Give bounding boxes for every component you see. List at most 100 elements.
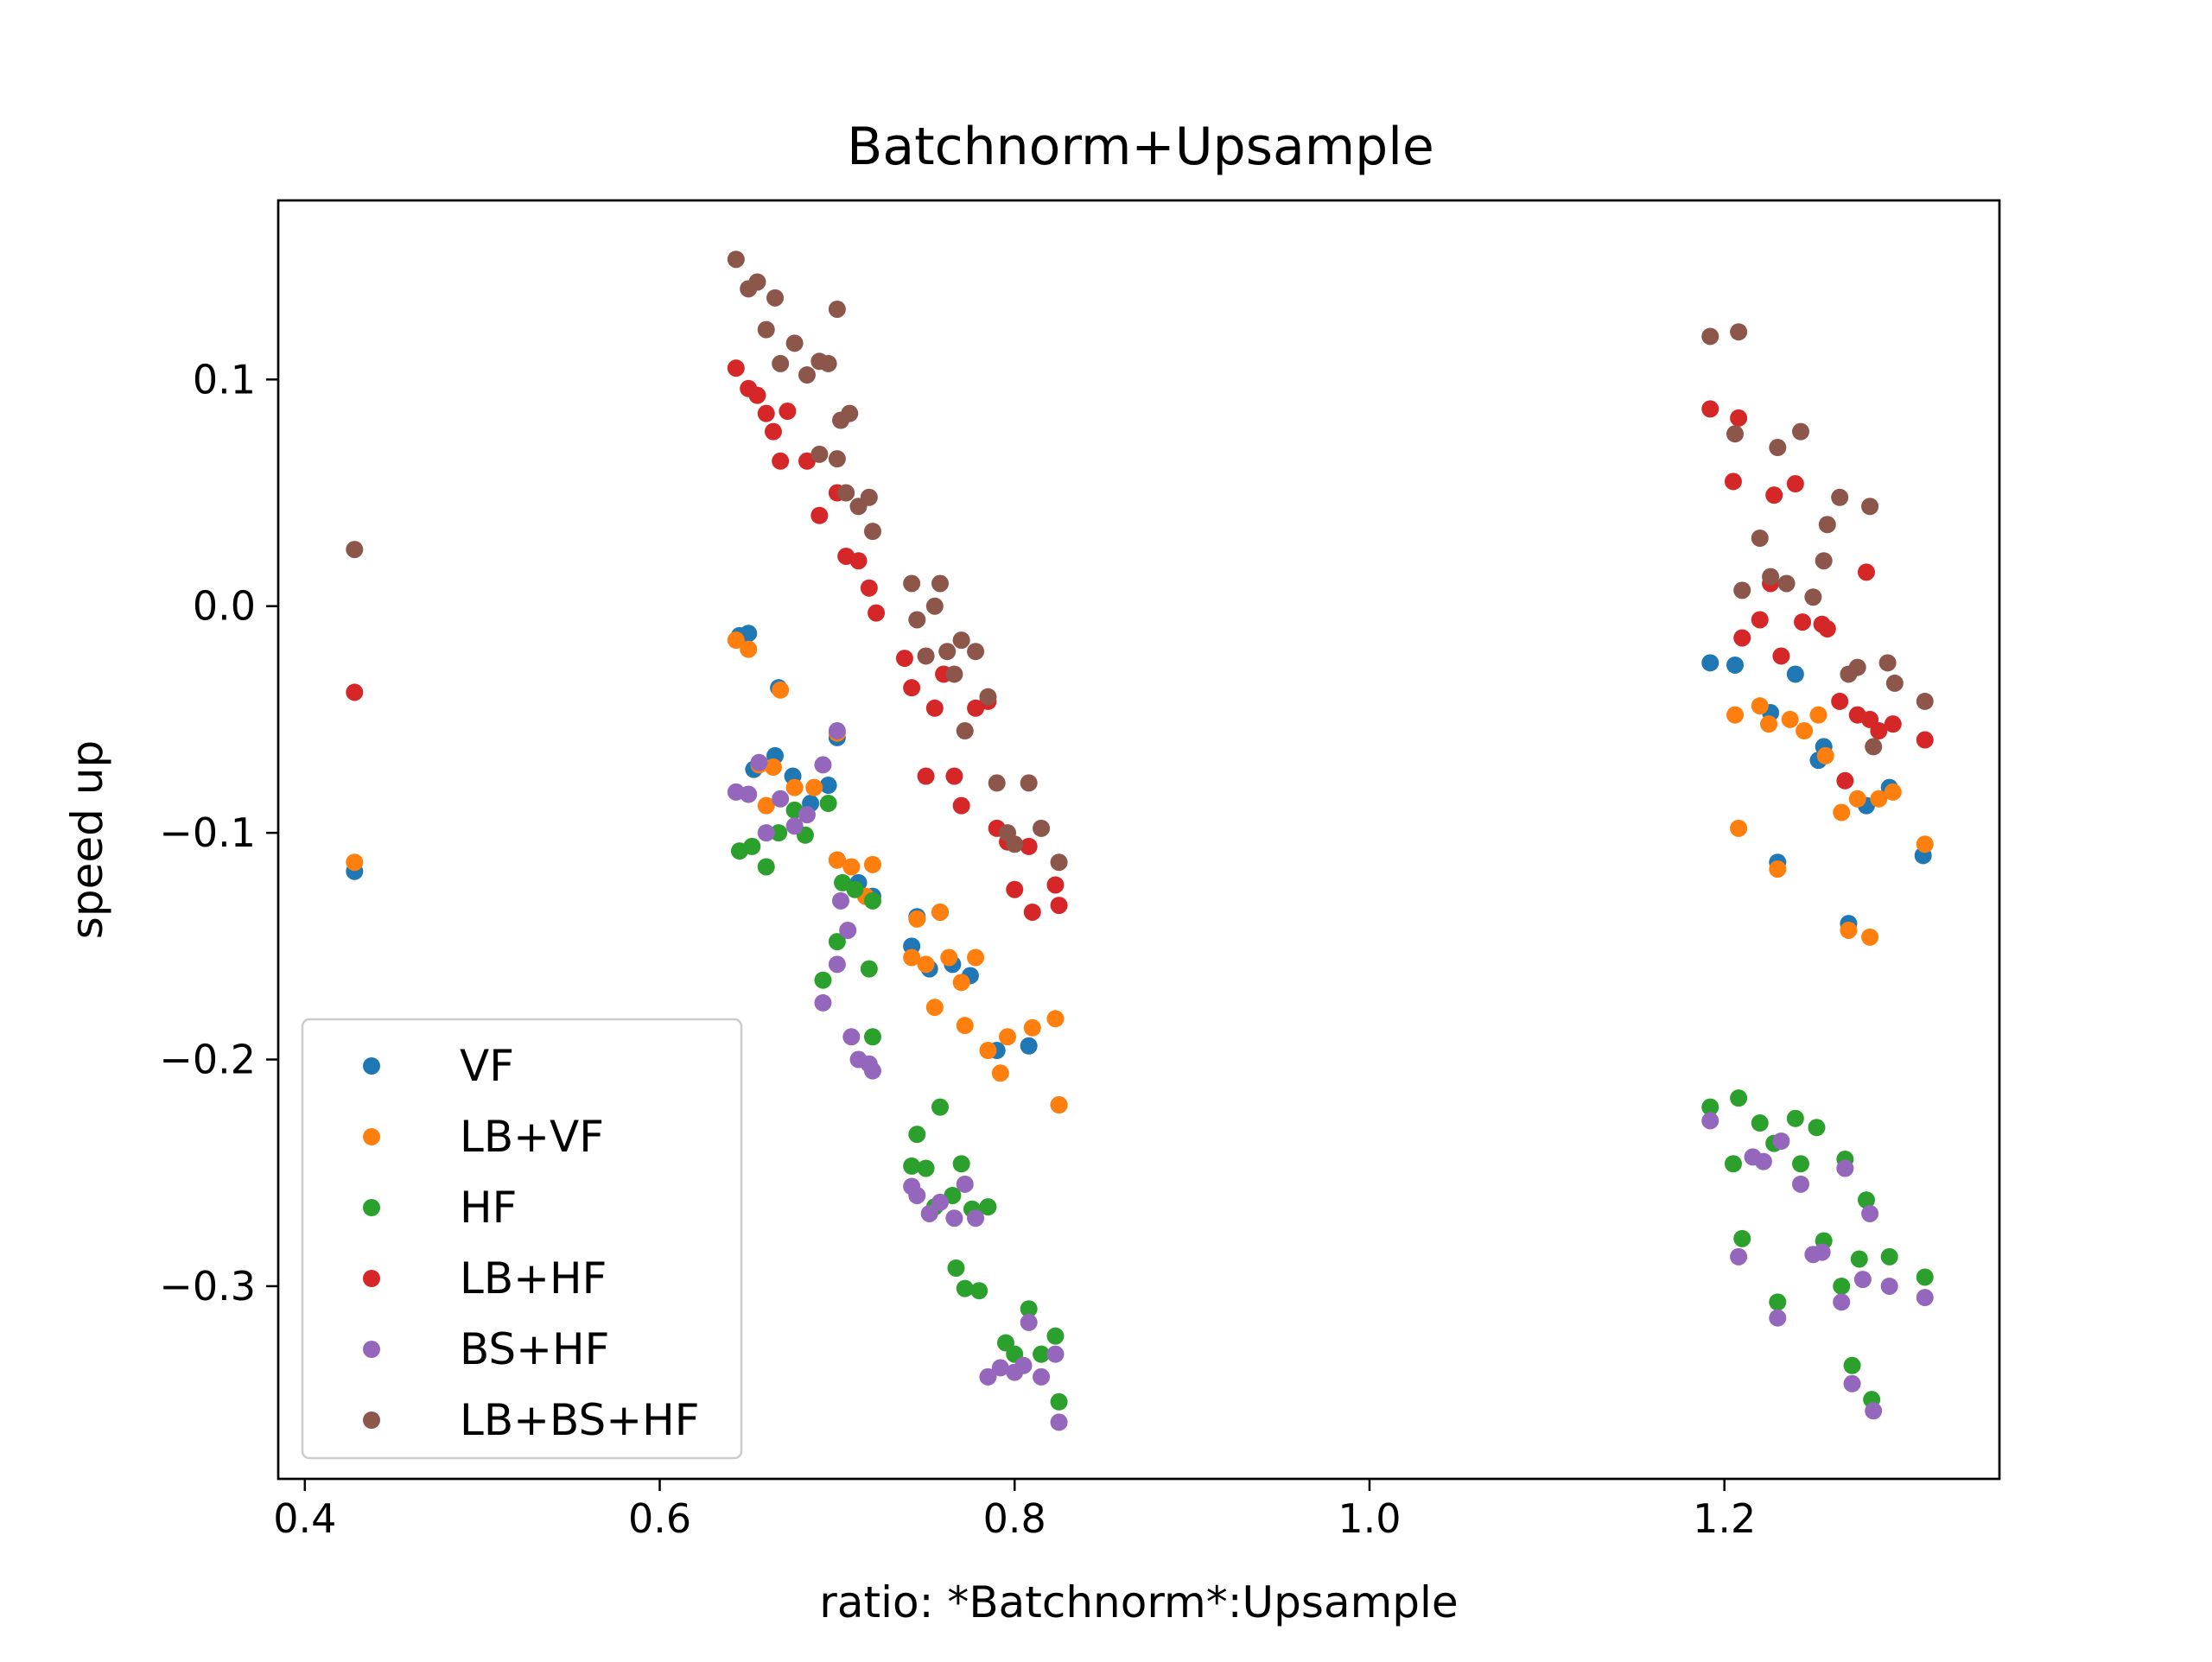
data-point [1046,1010,1065,1028]
data-point [740,785,758,803]
data-point [1050,853,1068,872]
data-point [770,824,788,842]
data-point [1023,1018,1041,1037]
data-point [1836,1159,1854,1177]
data-point [1794,613,1812,631]
data-point [810,445,829,463]
data-point [849,552,868,570]
x-axis-ticks: 0.4 0.6 0.8 1.0 1.2 [273,1479,1756,1542]
data-point [1813,1243,1831,1261]
data-point [1769,1293,1787,1311]
data-point [952,974,970,992]
data-point [945,1209,963,1227]
series-lb-hf [346,359,1934,921]
data-point [764,422,782,441]
data-point [828,450,846,468]
data-point [1836,771,1854,790]
y-tick-label: −0.1 [159,809,256,856]
data-point [956,1017,974,1035]
data-point [1786,1109,1804,1127]
data-point [842,858,861,876]
data-point [819,777,837,795]
data-point [757,320,775,339]
legend-label: LB+BS+HF [460,1395,699,1445]
data-point [1772,647,1790,665]
y-axis-label: speed up [62,740,112,939]
data-point [839,921,857,939]
legend-label: LB+VF [460,1112,604,1162]
data-point [727,251,745,269]
data-point [1726,425,1745,443]
data-point [991,1359,1009,1377]
data-point [1754,1152,1772,1170]
data-point [1701,1098,1719,1116]
data-point [1772,1132,1790,1151]
data-point [1865,1402,1883,1420]
data-point [819,795,837,813]
series-layer [346,251,1934,1431]
data-point [931,574,949,593]
data-point [1724,473,1742,491]
data-point [841,404,859,422]
data-point [828,955,846,974]
data-point [925,597,944,615]
data-point [1046,1345,1065,1363]
data-point [1050,1096,1068,1114]
data-point [967,948,985,967]
data-point [1033,1367,1051,1386]
data-point [748,273,766,291]
legend-marker [363,1057,380,1075]
y-tick-label: −0.2 [159,1037,256,1083]
data-point [1701,1112,1719,1130]
data-point [1857,563,1875,581]
data-point [1724,1155,1742,1173]
data-point [956,1279,974,1297]
data-point [1760,715,1778,733]
data-point [828,851,846,869]
data-point [860,488,878,506]
data-point [1885,674,1904,692]
data-point [1733,1229,1751,1247]
data-point [1870,790,1888,808]
data-point [1046,876,1065,894]
data-point [931,1098,949,1116]
data-point [1804,588,1822,606]
data-point [772,681,790,699]
data-point [1809,706,1827,724]
data-point [1046,1327,1065,1345]
data-point [991,1064,1009,1082]
data-point [1865,738,1883,756]
x-tick-label: 0.4 [273,1495,336,1542]
legend-label: LB+HF [460,1253,607,1304]
data-point [798,366,816,384]
data-point [779,403,797,421]
data-point [1050,1413,1068,1431]
data-point [863,1028,881,1046]
data-point [1870,722,1888,740]
data-point [1730,1247,1748,1266]
data-point [727,359,745,377]
data-point [740,640,758,658]
data-point [863,855,881,873]
data-point [1050,1392,1068,1411]
data-point [1014,1356,1033,1374]
data-point [956,1175,974,1193]
data-point [1816,746,1834,764]
x-axis-label: ratio: *Batchnorm*:Upsample [819,1577,1458,1627]
legend-marker [363,1411,380,1429]
data-point [743,837,761,855]
data-point [945,665,963,683]
data-point [1916,835,1934,853]
legend-marker [363,1128,380,1145]
data-point [846,880,864,898]
data-point [346,541,364,559]
y-tick-label: 0.1 [193,356,256,403]
data-point [1808,1119,1826,1137]
data-point [945,767,963,785]
data-point [938,643,957,661]
data-point [1878,654,1897,672]
data-point [917,647,935,665]
data-point [1861,498,1879,516]
data-point [1815,552,1833,570]
